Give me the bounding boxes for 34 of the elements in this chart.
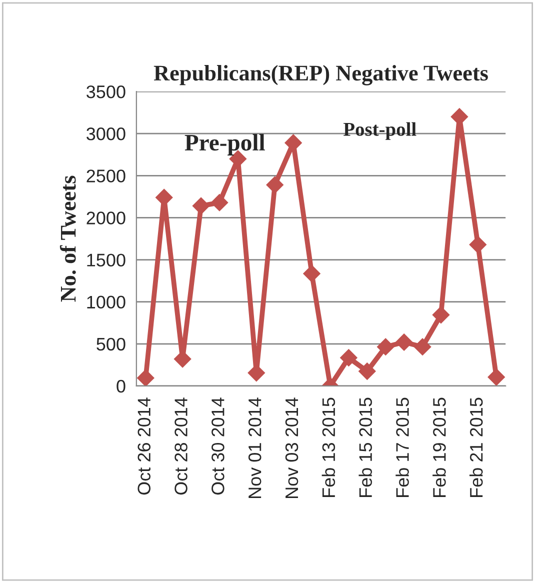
y-tick-label: 2500 xyxy=(86,170,126,182)
y-tick-label: 2000 xyxy=(86,212,126,224)
y-tick-label: 0 xyxy=(116,380,126,393)
point xyxy=(192,197,210,214)
y-axis-title: No. of Tweets xyxy=(60,176,76,302)
annotation: Pre-poll xyxy=(184,134,265,156)
x-tick-label: Feb 21 2015 xyxy=(469,398,483,497)
point xyxy=(303,265,320,282)
x-tick-label: Nov 01 2014 xyxy=(248,398,262,498)
x-tick-label: Feb 17 2015 xyxy=(396,398,409,497)
x-tick-label: Oct 26 2014 xyxy=(138,398,150,495)
x-tick-label: Nov 03 2014 xyxy=(285,398,298,498)
point xyxy=(432,306,450,324)
point xyxy=(396,334,413,351)
point xyxy=(488,368,505,386)
chart-title: Republicans(REP) Negative Tweets xyxy=(154,65,488,86)
y-tick-label: 3500 xyxy=(86,85,126,98)
y-tick-label: 1500 xyxy=(87,254,126,266)
point xyxy=(340,349,358,366)
x-tick-label: Feb 13 2015 xyxy=(322,398,336,497)
y-tick-label: 3000 xyxy=(86,128,126,140)
point xyxy=(377,338,394,356)
x-tick-label: Feb 19 2015 xyxy=(432,398,446,497)
y-tick-label: 500 xyxy=(96,338,126,351)
point xyxy=(210,194,228,212)
x-tick-label: Oct 28 2014 xyxy=(174,398,188,495)
point xyxy=(358,362,376,380)
point xyxy=(414,338,432,356)
point xyxy=(266,176,284,194)
point xyxy=(137,369,154,386)
point xyxy=(469,236,486,254)
y-tick-label: 1000 xyxy=(87,296,126,309)
x-tick-label: Oct 30 2014 xyxy=(212,398,224,495)
x-tick-label: Feb 15 2015 xyxy=(358,398,372,497)
